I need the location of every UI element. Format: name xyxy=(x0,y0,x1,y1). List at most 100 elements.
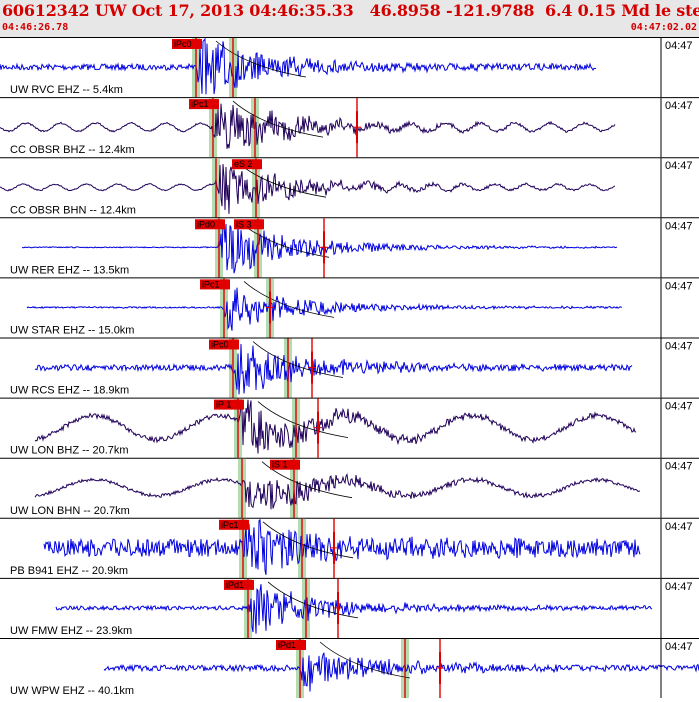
time-marker-label: 04:47 xyxy=(665,40,693,52)
label-backing xyxy=(8,322,141,336)
station-label: UW FMW EHZ -- 23.9km xyxy=(10,625,132,637)
time-backing xyxy=(663,219,697,232)
station-label: CC OBSR BHN -- 12.4km xyxy=(10,204,136,216)
pick-label: iPc0 xyxy=(211,340,229,350)
time-backing xyxy=(663,159,697,172)
waveform[interactable] xyxy=(34,343,633,395)
trace-row[interactable]: iPc0 UW RVC EHZ -- 5.4km 04:47 xyxy=(0,37,699,98)
trace-row[interactable]: iPd1 UW WPW EHZ -- 40.1km 04:47 xyxy=(0,638,699,699)
time-backing xyxy=(663,519,697,532)
time-marker-label: 04:47 xyxy=(665,461,693,473)
label-backing xyxy=(8,562,141,576)
event-title: 60612342 UW Oct 17, 2013 04:46:35.33 46.… xyxy=(2,1,699,20)
time-backing xyxy=(663,39,697,51)
label-backing xyxy=(8,623,134,636)
station-label: CC OBSR BHZ -- 12.4km xyxy=(10,144,135,156)
pick-label-box[interactable] xyxy=(195,219,225,230)
time-marker-label: 04:47 xyxy=(665,280,693,292)
station-label: PB B941 EHZ -- 20.9km xyxy=(10,565,128,577)
trace-row[interactable]: iS 1 UW LON BHN -- 20.7km 04:47 xyxy=(0,457,699,518)
waveform[interactable] xyxy=(34,472,641,510)
waveform[interactable] xyxy=(0,164,616,214)
label-backing xyxy=(8,502,134,516)
pick-label-box[interactable] xyxy=(214,399,244,410)
station-label: UW RCS EHZ -- 18.9km xyxy=(10,385,129,397)
pick-label: iPd1 xyxy=(278,640,296,650)
label-backing xyxy=(8,262,134,276)
header-bar: 60612342 UW Oct 17, 2013 04:46:35.33 46.… xyxy=(0,0,699,37)
theoretical-arrival-curve xyxy=(215,40,307,78)
time-backing xyxy=(663,640,697,652)
window-start-time: 04:46:26.78 xyxy=(2,22,69,33)
waveform[interactable] xyxy=(0,37,597,95)
time-marker-label: 04:47 xyxy=(665,341,693,353)
pick-label-box[interactable] xyxy=(270,459,300,470)
label-backing xyxy=(8,202,141,216)
pick-label-box[interactable] xyxy=(200,279,230,290)
waveform[interactable] xyxy=(22,220,618,274)
pick-label-box[interactable] xyxy=(172,39,202,49)
station-label: UW RER EHZ -- 13.5km xyxy=(10,264,129,276)
waveform[interactable] xyxy=(103,652,699,692)
pick-label-box[interactable] xyxy=(234,219,264,230)
station-label: UW LON BHZ -- 20.7km xyxy=(10,445,129,457)
time-backing xyxy=(663,279,697,292)
time-backing xyxy=(663,99,697,112)
trace-row[interactable]: iPd1 UW FMW EHZ -- 23.9km 04:47 xyxy=(0,577,699,638)
window-end-time: 04:47:02.02 xyxy=(630,22,697,33)
trace-row[interactable]: iPc0 UW RCS EHZ -- 18.9km 04:47 xyxy=(0,337,699,398)
trace-row[interactable]: eS 2 CC OBSR BHN -- 12.4km 04:47 xyxy=(0,157,699,218)
theoretical-arrival-curve xyxy=(232,100,324,138)
pick-label-box[interactable] xyxy=(209,339,239,350)
trace-row[interactable]: iP 1 UW LON BHZ -- 20.7km 04:47 xyxy=(0,397,699,458)
trace-row[interactable]: iPc1 PB B941 EHZ -- 20.9km 04:47 xyxy=(0,517,699,578)
waveform[interactable] xyxy=(55,584,653,634)
time-marker-label: 04:47 xyxy=(665,160,693,172)
time-backing xyxy=(663,399,697,412)
pick-label: iPc1 xyxy=(191,99,209,109)
waveform[interactable] xyxy=(34,399,637,454)
pick-label: iP 1 xyxy=(216,400,231,410)
time-marker-label: 04:47 xyxy=(665,641,693,653)
theoretical-arrival-curve xyxy=(252,341,344,378)
pick-label: iPc0 xyxy=(174,39,192,49)
station-label: UW LON BHN -- 20.7km xyxy=(10,505,130,517)
time-marker-label: 04:47 xyxy=(665,581,693,593)
trace-row[interactable]: iPc1 UW STAR EHZ -- 15.0km 04:47 xyxy=(0,277,699,338)
pick-label-box[interactable] xyxy=(219,519,249,530)
pick-label: eS 2 xyxy=(234,159,253,169)
label-backing xyxy=(8,442,134,456)
time-marker-label: 04:47 xyxy=(665,521,693,533)
label-backing xyxy=(8,142,141,156)
time-backing xyxy=(663,459,697,472)
time-marker-label: 04:47 xyxy=(665,220,693,232)
pick-label: iS 1 xyxy=(272,460,288,470)
time-backing xyxy=(663,579,697,592)
pick-label-box[interactable] xyxy=(189,99,219,110)
station-label: UW RVC EHZ -- 5.4km xyxy=(10,84,123,96)
pick-label-box[interactable] xyxy=(232,159,262,170)
time-marker-label: 04:47 xyxy=(665,401,693,413)
pick-label-box[interactable] xyxy=(276,640,306,650)
waveform[interactable] xyxy=(43,518,641,576)
label-backing xyxy=(8,683,134,697)
pick-label: iPc1 xyxy=(202,279,220,289)
trace-row[interactable]: iPc1 CC OBSR BHZ -- 12.4km 04:47 xyxy=(0,97,699,158)
waveform[interactable] xyxy=(0,103,616,149)
time-marker-label: 04:47 xyxy=(665,100,693,112)
time-backing xyxy=(663,339,697,352)
pick-label-box[interactable] xyxy=(224,579,254,590)
theoretical-arrival-curve xyxy=(262,521,354,559)
pick-label: iPd0 xyxy=(197,219,215,229)
trace-stack[interactable]: iPc0 UW RVC EHZ -- 5.4km 04:47 iPc1 CC OBSR … xyxy=(0,37,699,699)
waveform[interactable] xyxy=(26,287,623,331)
theoretical-arrival-curve xyxy=(261,461,353,499)
pick-label: iPc1 xyxy=(221,520,239,530)
station-label: UW WPW EHZ -- 40.1km xyxy=(10,685,134,697)
trace-row[interactable]: iPd0 iS 3 UW RER EHZ -- 13.5km 04:47 xyxy=(0,217,699,278)
station-label: UW STAR EHZ -- 15.0km xyxy=(10,325,134,337)
theoretical-arrival-curve xyxy=(243,281,335,318)
seismogram-panel[interactable]: iPc0 UW RVC EHZ -- 5.4km 04:47 iPc1 CC OBSR … xyxy=(0,37,699,699)
label-backing xyxy=(8,382,134,396)
pick-label: iS 3 xyxy=(236,219,252,229)
